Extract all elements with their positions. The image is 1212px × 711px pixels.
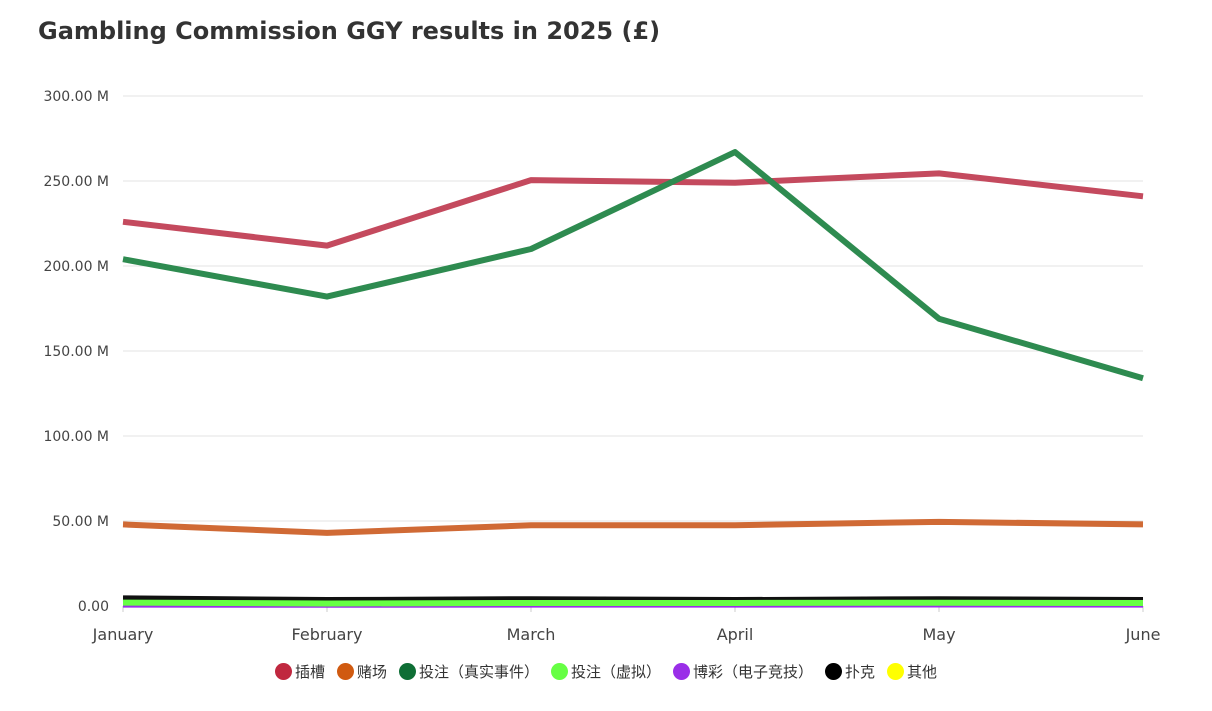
- y-tick-label: 200.00 M: [43, 259, 109, 275]
- legend-item-6[interactable]: 其他: [887, 661, 937, 682]
- series-lines: [122, 149, 1144, 608]
- y-tick-label: 0.00: [78, 599, 109, 615]
- y-axis-tick-labels: 0.00 50.00 M 100.00 M 150.00 M 200.00 M 250.0…: [43, 89, 109, 615]
- legend-swatch-icon: [336, 663, 354, 680]
- series-line-0[interactable]: [122, 170, 1144, 249]
- x-tick-label: February: [292, 625, 363, 644]
- legend-item-2[interactable]: 投注（真实事件）: [398, 661, 539, 682]
- series-line-1[interactable]: [122, 518, 1144, 536]
- series-line-2[interactable]: [122, 149, 1144, 382]
- line-chart: 0.00 50.00 M 100.00 M 150.00 M 200.00 M 250.0…: [43, 89, 1161, 644]
- legend-item-0[interactable]: 插槽: [274, 661, 325, 682]
- grid-lines: [123, 95, 1143, 522]
- legend-item-1[interactable]: 赌场: [336, 661, 387, 682]
- y-tick-label: 250.00 M: [43, 174, 109, 190]
- y-tick-label: 300.00 M: [43, 89, 109, 105]
- legend-label: 扑克: [845, 663, 876, 681]
- legend-label: 赌场: [356, 663, 387, 681]
- legend-label: 插槽: [294, 663, 325, 681]
- legend-swatch-icon: [550, 663, 568, 680]
- legend-item-5[interactable]: 扑克: [825, 661, 875, 682]
- legend-label: 投注（真实事件）: [418, 663, 539, 681]
- x-tick-label: January: [92, 625, 154, 644]
- x-tick-label: May: [922, 625, 955, 644]
- x-axis: January February March April May June: [92, 605, 1161, 644]
- series-line-3[interactable]: [122, 599, 1144, 607]
- x-tick-label: June: [1125, 625, 1161, 644]
- x-tick-label: March: [507, 625, 556, 644]
- series-line-5[interactable]: [122, 595, 1144, 604]
- legend-swatch-icon: [825, 663, 843, 680]
- y-tick-label: 100.00 M: [43, 429, 109, 445]
- y-tick-label: 150.00 M: [43, 344, 109, 360]
- legend-swatch-icon: [673, 663, 690, 680]
- legend-label: 投注（虚拟）: [570, 663, 661, 681]
- legend: 插槽 赌场 投注（真实事件） 投注（虚拟） 博彩（电子竞技） 扑克 其他: [0, 661, 1212, 682]
- legend-label: 其他: [907, 663, 938, 681]
- legend-item-4[interactable]: 博彩（电子竞技）: [673, 661, 813, 682]
- legend-swatch-icon: [274, 663, 292, 680]
- legend-swatch-icon: [887, 663, 905, 680]
- y-tick-label: 50.00 M: [52, 514, 109, 530]
- x-tick-label: April: [717, 625, 754, 644]
- legend-label: 博彩（电子竞技）: [693, 663, 814, 681]
- legend-swatch-icon: [398, 663, 416, 680]
- chart-title: Gambling Commission GGY results in 2025 …: [38, 17, 661, 45]
- legend-item-3[interactable]: 投注（虚拟）: [550, 661, 661, 682]
